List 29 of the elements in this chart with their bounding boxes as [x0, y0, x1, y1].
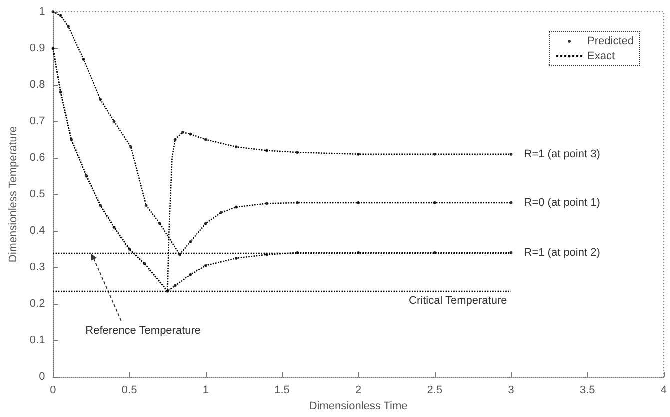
x-tick-label: 2.5	[427, 384, 443, 397]
y-tick-label: 0.6	[30, 152, 46, 164]
x-tick-label: 4	[660, 384, 668, 397]
y-tick-label: 0.7	[30, 116, 46, 128]
y-tick-label: 0.3	[30, 262, 46, 274]
legend-label: Predicted	[588, 36, 634, 48]
y-tick-label: 0.2	[30, 298, 46, 310]
annotation: R=1 (at point 2)	[524, 246, 600, 259]
ref-line-label: Critical Temperature	[409, 294, 508, 307]
y-tick-label: 0.1	[30, 334, 46, 347]
x-tick-label: 1.5	[274, 384, 290, 397]
x-tick-label: 3.5	[580, 384, 596, 397]
x-tick-label: 1	[202, 384, 209, 397]
y-tick-label: 0.4	[30, 225, 46, 238]
annotation: Reference Temperature	[86, 324, 202, 337]
x-tick-label: 0	[50, 384, 56, 397]
y-tick-label: 0.8	[30, 79, 46, 92]
y-tick-label: 0.5	[30, 188, 46, 201]
x-tick-label: 3	[508, 384, 514, 397]
legend-label: Exact	[588, 50, 616, 62]
y-tick-label: 0.9	[30, 42, 46, 55]
y-axis-title: Dimensionless Temperature	[8, 126, 20, 263]
x-tick-label: 0.5	[122, 384, 138, 397]
y-tick-label: 1	[39, 6, 46, 18]
x-axis-title: Dimensionless Time	[309, 400, 408, 412]
annotation: R=1 (at point 3)	[524, 148, 600, 160]
annotation: R=0 (at point 1)	[524, 196, 600, 209]
y-tick-label: 0	[39, 371, 46, 384]
x-tick-label: 2	[356, 384, 362, 397]
